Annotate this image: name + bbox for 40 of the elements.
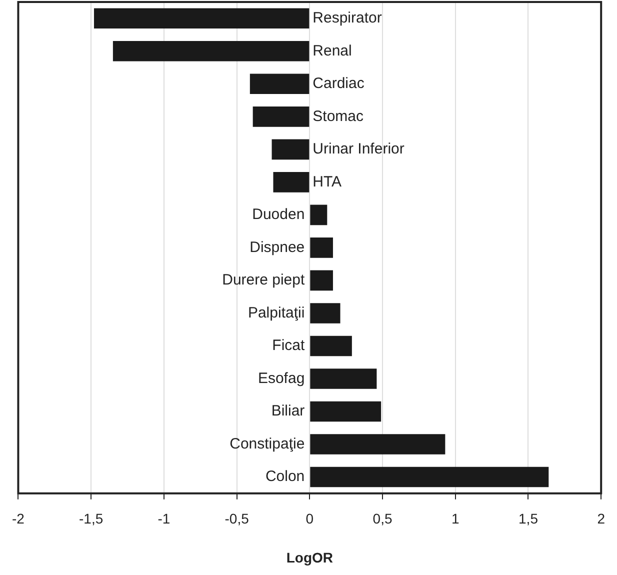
bar — [310, 336, 352, 356]
bar — [310, 434, 446, 454]
y-tick-label: Respirator — [312, 10, 382, 27]
y-tick-label: Urinar Inferior — [312, 140, 404, 158]
y-tick-label: Renal — [312, 42, 352, 60]
x-tick-label: -2 — [12, 510, 25, 527]
y-tick-label: Colon — [265, 468, 305, 486]
x-tick-label: 0,5 — [372, 510, 392, 527]
bar — [273, 172, 310, 192]
bar — [310, 303, 340, 324]
x-tick-label: 1 — [451, 510, 460, 527]
y-tick-label: Esofag — [258, 370, 305, 387]
bar — [310, 466, 549, 488]
x-tick-label: 0 — [306, 510, 314, 527]
y-tick-label: Cardiac — [312, 75, 365, 92]
x-tick-label: 2 — [597, 510, 606, 527]
x-tick-label: -1 — [158, 510, 170, 527]
y-tick-label: Constipaţie — [230, 435, 305, 452]
x-tick-label: -0,5 — [224, 510, 250, 527]
bar — [94, 8, 310, 29]
bar — [310, 368, 377, 389]
x-tick-label: -1,5 — [79, 510, 104, 527]
y-tick-label: Ficat — [272, 337, 306, 354]
y-tick-label: Biliar — [271, 402, 305, 420]
x-tick-label: 1,5 — [518, 510, 538, 527]
bar — [310, 401, 382, 422]
y-tick-label: Dispnee — [250, 238, 305, 256]
bar — [252, 106, 310, 127]
bar — [250, 74, 310, 94]
bar — [310, 204, 328, 226]
bar — [310, 238, 333, 258]
bar — [310, 270, 333, 291]
x-axis-title: LogOR — [286, 549, 333, 566]
y-tick-label: Palpitaţii — [248, 304, 305, 322]
bar — [272, 139, 310, 160]
y-tick-label: Duoden — [252, 206, 305, 224]
y-tick-label: HTA — [312, 173, 342, 190]
bar — [112, 40, 310, 62]
y-tick-label: Stomac — [312, 108, 364, 125]
y-tick-label: Durere piept — [222, 272, 306, 289]
